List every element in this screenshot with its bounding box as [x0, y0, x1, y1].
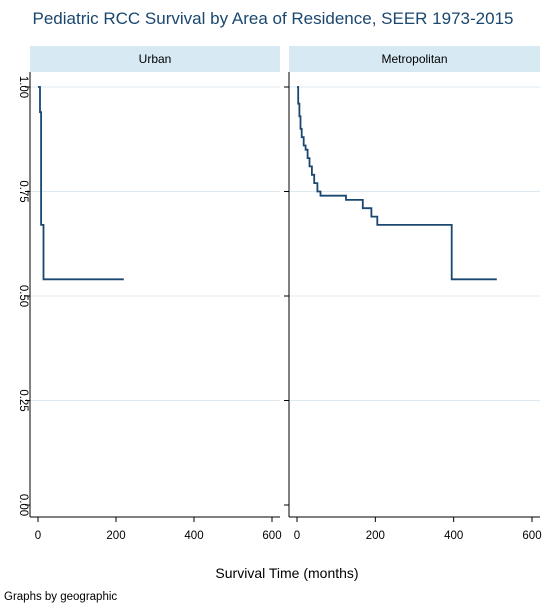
- x-tick-label: 400: [444, 530, 463, 542]
- panel-1: Metropolitan 0 200 400 600: [284, 46, 542, 542]
- x-tick-label: 200: [106, 530, 125, 542]
- survival-curve-0: [38, 86, 124, 281]
- y-tick-label: 1.00: [17, 76, 29, 98]
- x-axis-title: Survival Time (months): [215, 565, 358, 581]
- x-tick-label: 0: [35, 530, 41, 542]
- panel-label: Metropolitan: [381, 52, 447, 66]
- x-tick-label: 0: [294, 530, 300, 542]
- panel-0: Urban 0.00 0.25 0.50 0.75 1.00 0 200 400 600: [17, 46, 282, 542]
- y-tick-label: 0.25: [17, 389, 29, 411]
- x-tick-label: 600: [522, 530, 541, 542]
- panel-label: Urban: [139, 52, 172, 66]
- panel-header: [30, 46, 280, 72]
- panel-header: [289, 46, 540, 72]
- x-tick-label: 600: [262, 530, 281, 542]
- chart-title: Pediatric RCC Survival by Area of Reside…: [33, 9, 514, 28]
- y-tick-label: 0.00: [17, 494, 29, 516]
- x-tick-label: 400: [184, 530, 203, 542]
- survival-curve-1: [297, 86, 497, 281]
- graphs-by-note: Graphs by geographic: [4, 591, 117, 603]
- y-tick-label: 0.50: [17, 285, 29, 307]
- y-tick-label: 0.75: [17, 180, 29, 202]
- x-tick-label: 200: [366, 530, 385, 542]
